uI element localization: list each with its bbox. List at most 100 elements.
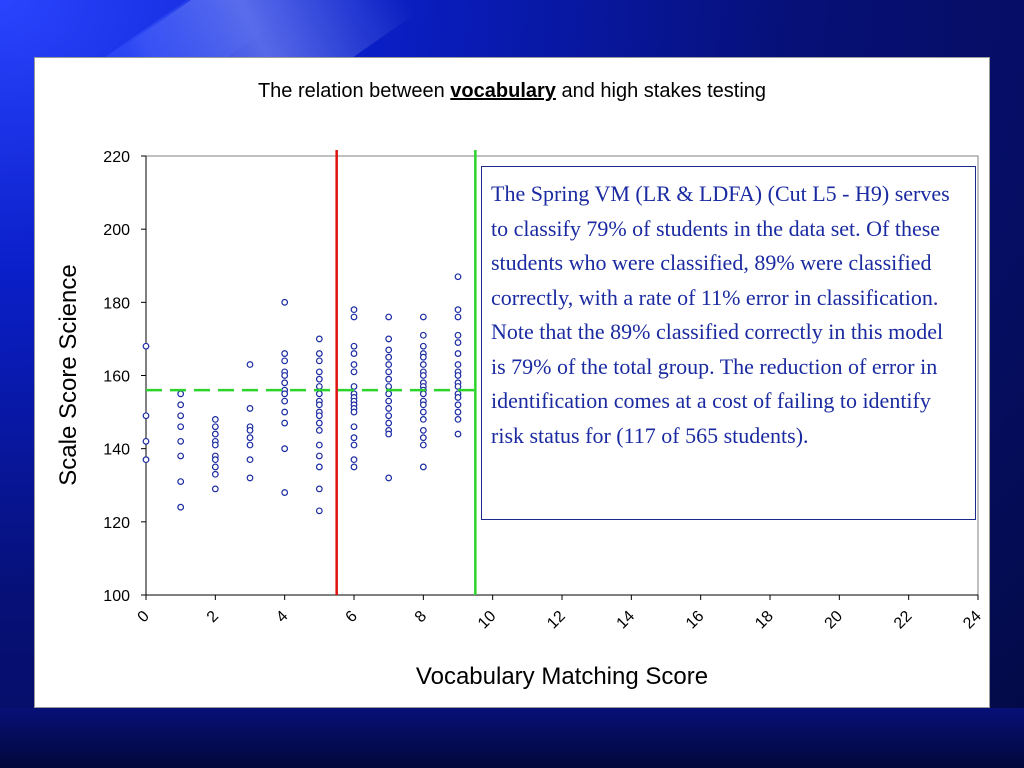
data-point bbox=[419, 401, 427, 409]
data-point bbox=[385, 397, 393, 405]
data-point bbox=[281, 350, 289, 357]
data-point bbox=[454, 313, 462, 321]
data-point bbox=[419, 441, 427, 449]
x-tick-label: 24 bbox=[960, 608, 985, 633]
data-point bbox=[385, 368, 393, 376]
data-point bbox=[350, 441, 358, 449]
x-tick-label: 14 bbox=[614, 608, 639, 633]
data-point bbox=[281, 372, 289, 379]
data-point bbox=[454, 408, 462, 416]
data-point bbox=[281, 357, 289, 365]
data-point bbox=[385, 335, 393, 343]
data-point bbox=[350, 456, 358, 464]
data-point bbox=[281, 298, 289, 306]
data-point bbox=[419, 416, 427, 423]
data-point bbox=[211, 463, 219, 471]
x-tick-label: 18 bbox=[752, 608, 777, 633]
data-point bbox=[315, 401, 323, 409]
data-point bbox=[177, 478, 185, 485]
data-point bbox=[315, 463, 323, 471]
data-point bbox=[246, 456, 254, 464]
data-point bbox=[315, 350, 323, 357]
data-point bbox=[177, 423, 185, 431]
data-point bbox=[315, 452, 323, 460]
data-point bbox=[211, 485, 219, 493]
data-point bbox=[454, 430, 462, 438]
data-point bbox=[419, 342, 427, 350]
data-point bbox=[419, 313, 427, 321]
data-point bbox=[281, 419, 289, 427]
data-point bbox=[454, 372, 462, 379]
y-axis: 100 120 140 160 180 200 220 bbox=[103, 149, 147, 605]
y-axis-title: Scale Score Science bbox=[55, 264, 82, 485]
data-point bbox=[385, 383, 393, 390]
y-tick-label: 180 bbox=[103, 295, 130, 312]
data-point bbox=[315, 357, 323, 365]
data-point bbox=[385, 419, 393, 427]
data-point bbox=[350, 463, 358, 471]
y-tick-label: 140 bbox=[103, 442, 130, 459]
data-point bbox=[315, 441, 323, 449]
data-point bbox=[281, 379, 289, 387]
data-point bbox=[315, 368, 323, 376]
data-point bbox=[419, 361, 427, 368]
data-point bbox=[246, 434, 254, 442]
y-tick-label: 200 bbox=[103, 222, 130, 239]
data-point bbox=[419, 372, 427, 379]
data-point bbox=[211, 416, 219, 423]
data-point bbox=[281, 408, 289, 416]
data-point bbox=[385, 353, 393, 361]
data-point bbox=[350, 361, 358, 368]
y-tick-label: 220 bbox=[103, 149, 130, 166]
y-tick-label: 100 bbox=[103, 588, 130, 605]
data-point bbox=[350, 423, 358, 431]
data-point bbox=[350, 306, 358, 314]
data-point bbox=[454, 306, 462, 314]
annotation-text: The Spring VM (LR & LDFA) (Cut L5 - H9) … bbox=[491, 181, 950, 448]
data-point bbox=[350, 383, 358, 390]
data-point bbox=[454, 273, 462, 281]
data-point bbox=[385, 313, 393, 321]
data-point bbox=[419, 408, 427, 416]
data-point bbox=[246, 474, 254, 482]
data-point bbox=[211, 456, 219, 464]
x-tick-label: 12 bbox=[544, 608, 569, 633]
y-tick-label: 160 bbox=[103, 369, 130, 386]
data-point bbox=[142, 437, 150, 445]
data-point bbox=[281, 489, 289, 496]
data-point bbox=[419, 353, 427, 361]
data-point bbox=[315, 375, 323, 383]
x-axis-title: Vocabulary Matching Score bbox=[416, 663, 708, 690]
data-point bbox=[315, 485, 323, 493]
data-point bbox=[454, 350, 462, 357]
data-point bbox=[419, 463, 427, 471]
x-tick-label: 4 bbox=[273, 608, 291, 626]
data-point bbox=[281, 445, 289, 453]
data-point bbox=[454, 416, 462, 423]
data-point bbox=[177, 412, 185, 420]
data-point bbox=[419, 426, 427, 434]
data-point bbox=[142, 412, 150, 420]
data-point bbox=[385, 405, 393, 412]
data-point bbox=[454, 331, 462, 339]
x-tick-label: 22 bbox=[891, 608, 916, 633]
data-point bbox=[385, 474, 393, 482]
data-point bbox=[315, 419, 323, 427]
data-point bbox=[211, 423, 219, 431]
data-point bbox=[177, 503, 185, 511]
data-point bbox=[177, 452, 185, 460]
data-point bbox=[315, 426, 323, 434]
data-point bbox=[246, 361, 254, 368]
x-axis: 0 2 4 6 8 10 12 14 16 18 20 22 24 bbox=[135, 594, 985, 633]
data-point bbox=[281, 390, 289, 398]
data-point bbox=[385, 430, 393, 438]
data-point bbox=[246, 441, 254, 449]
data-point bbox=[246, 426, 254, 434]
reference-lines bbox=[146, 150, 477, 595]
data-point bbox=[142, 456, 150, 464]
data-point bbox=[350, 434, 358, 442]
data-point bbox=[315, 335, 323, 343]
data-point bbox=[246, 405, 254, 412]
data-point bbox=[385, 390, 393, 398]
